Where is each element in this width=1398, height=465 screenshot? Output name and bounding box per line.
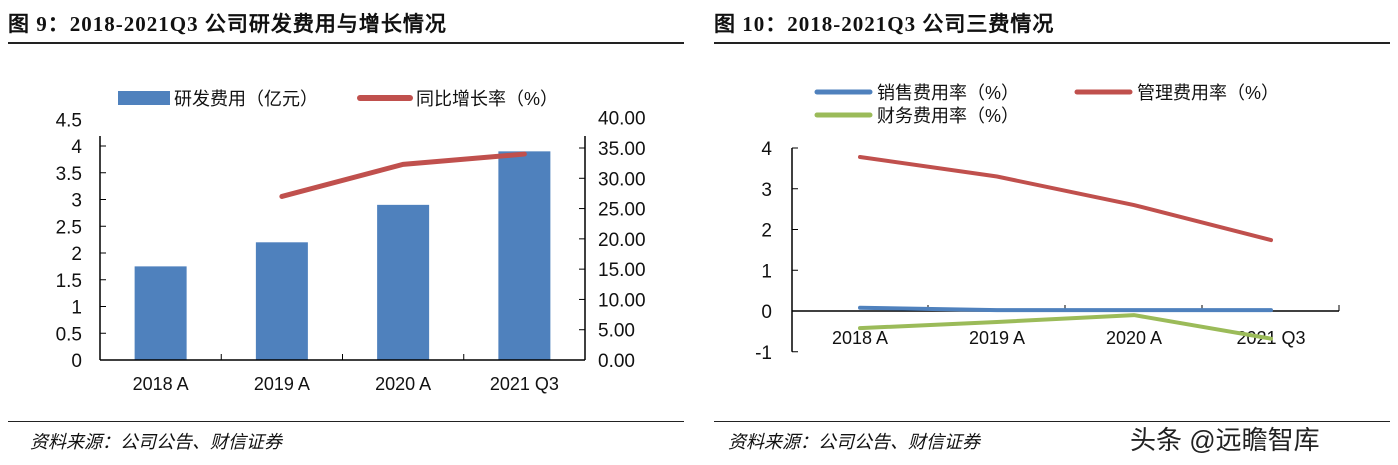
y-tick-label: 3 (761, 180, 772, 201)
y-tick-label: 1 (761, 261, 772, 282)
x-tick-label: 2020 A (375, 374, 431, 394)
y-tick-label: 0 (71, 351, 82, 372)
y2-tick-label: 30.00 (598, 169, 646, 190)
y-tick-label: 0 (761, 302, 772, 323)
x-tick-label: 2018 A (133, 374, 189, 394)
y2-tick-label: 25.00 (598, 200, 646, 221)
x-tick-label: 2019 A (969, 328, 1025, 348)
y2-tick-label: 35.00 (598, 139, 646, 160)
watermark: 头条 @远瞻智库 (1130, 425, 1320, 455)
bar (255, 242, 308, 360)
y-tick-label: 3 (71, 191, 82, 212)
y2-tick-label: 15.00 (598, 260, 646, 281)
y-tick-label: 4.5 (56, 110, 82, 131)
x-tick-label: 2019 A (254, 374, 310, 394)
footer-rule (8, 421, 684, 422)
y2-tick-label: 40.00 (598, 109, 646, 130)
bar (134, 266, 187, 360)
legend-label: 同比增长率（%） (416, 89, 558, 109)
chart2-source: 资料来源：公司公告、财信证券 (728, 432, 980, 452)
y-tick-label: 4 (761, 139, 772, 160)
chart1-title: 图 9：2018-2021Q3 公司研发费用与增长情况 (8, 12, 447, 36)
legend-label: 销售费用率（%） (877, 83, 1019, 103)
growth-line (279, 151, 527, 199)
series-line (858, 305, 1273, 313)
legend-label: 财务费用率（%） (877, 106, 1019, 126)
y2-tick-label: 0.00 (598, 351, 635, 372)
series-line (858, 154, 1273, 243)
series-line (858, 313, 1273, 341)
y2-tick-label: 10.00 (598, 290, 646, 311)
y-tick-label: 1.5 (56, 271, 82, 292)
y-tick-label: 4 (71, 137, 82, 158)
x-tick-label: 2018 A (832, 328, 888, 348)
legend-label: 研发费用（亿元） (174, 89, 318, 109)
legend-swatch-bar (118, 91, 170, 105)
chart2-title: 图 10：2018-2021Q3 公司三费情况 (714, 12, 1055, 36)
title-rule (714, 42, 1390, 44)
y2-tick-label: 5.00 (598, 321, 635, 342)
y-tick-label: 3.5 (56, 164, 82, 185)
y-tick-label: 1 (71, 298, 82, 319)
bar (377, 204, 430, 360)
y-tick-label: 2 (71, 244, 82, 265)
y-tick-label: 2.5 (56, 217, 82, 238)
y2-tick-label: 20.00 (598, 230, 646, 251)
x-tick-label: 2020 A (1106, 328, 1162, 348)
x-tick-label: 2021 Q3 (490, 374, 559, 394)
y-tick-label: 0.5 (56, 324, 82, 345)
y-tick-label: -1 (755, 343, 772, 364)
footer-rule (714, 421, 1390, 422)
title-rule (8, 42, 684, 44)
chart1-source: 资料来源：公司公告、财信证券 (30, 432, 282, 452)
y-tick-label: 2 (761, 221, 772, 242)
bar (498, 151, 551, 360)
legend-label: 管理费用率（%） (1137, 83, 1279, 103)
